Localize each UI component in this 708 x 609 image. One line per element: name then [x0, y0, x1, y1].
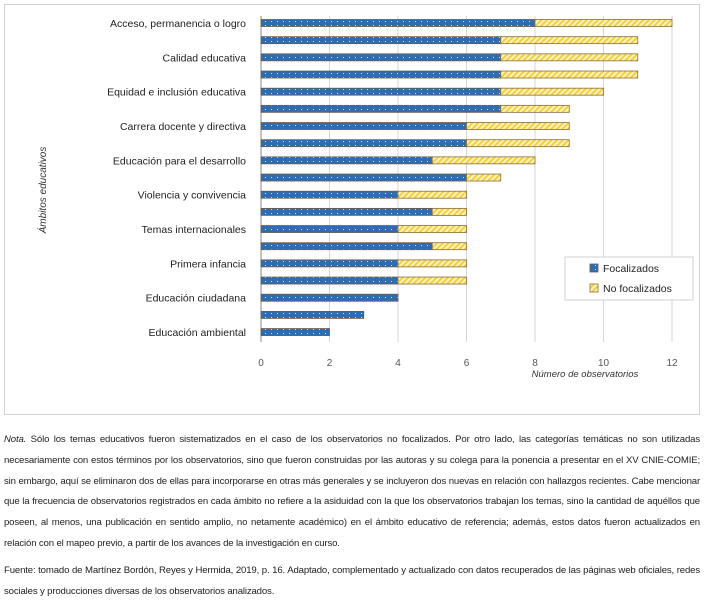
- bar-no-focalizados: [466, 122, 570, 130]
- y-tick-label: Violencia y convivencia: [138, 190, 247, 202]
- bar-chart: Acceso, permanencia o logro Calidad educa…: [36, 16, 694, 380]
- bar-no-focalizados: [500, 70, 639, 79]
- chart-frame: [4, 4, 700, 415]
- bar-no-focalizados: [397, 276, 467, 285]
- note-text: Sólo los temas educativos fueron sistema…: [4, 434, 701, 549]
- bar-focalizados: [260, 122, 467, 130]
- x-axis-label: Número de observatorios: [532, 369, 639, 380]
- bar-focalizados: [260, 310, 365, 319]
- bar-focalizados: [260, 87, 502, 96]
- bar-focalizados: [260, 53, 502, 62]
- bar-focalizados: [260, 328, 330, 336]
- legend-swatch-focalizados: [589, 263, 599, 273]
- bar-no-focalizados: [500, 53, 639, 62]
- chart-note: Nota. Sólo los temas educativos fueron s…: [4, 430, 700, 555]
- bar-no-focalizados: [500, 104, 570, 113]
- bar-no-focalizados: [431, 207, 467, 216]
- y-axis-label: Ámbitos educativos: [36, 147, 49, 235]
- chart-source: Fuente: tomado de Martínez Bordón, Reyes…: [4, 565, 700, 597]
- bar-no-focalizados: [466, 173, 502, 182]
- bar-focalizados: [260, 36, 502, 45]
- y-tick-label: Educación para el desarrollo: [113, 155, 246, 167]
- bar-focalizados: [260, 70, 502, 79]
- x-tick-label: 2: [327, 358, 333, 369]
- bar-focalizados: [260, 104, 502, 113]
- bar-no-focalizados: [431, 242, 467, 251]
- y-tick-label: Temas internacionales: [142, 224, 246, 236]
- x-tick-label: 8: [532, 358, 538, 369]
- bar-no-focalizados: [397, 190, 467, 199]
- y-tick-label: Primera infancia: [170, 258, 246, 270]
- x-tick-label: 6: [464, 358, 470, 369]
- legend: Focalizados No focalizados: [564, 256, 694, 301]
- bar-focalizados: [260, 242, 433, 251]
- bar-focalizados: [260, 19, 536, 27]
- bar-no-focalizados: [466, 139, 570, 148]
- bar-focalizados: [260, 207, 433, 216]
- bar-no-focalizados: [500, 36, 639, 45]
- x-tick-label: 10: [598, 358, 610, 369]
- bar-focalizados: [260, 173, 467, 182]
- legend-label-no-focalizados: No focalizados: [603, 283, 672, 295]
- bar-focalizados: [260, 293, 399, 302]
- y-tick-label: Educación ambiental: [149, 327, 246, 339]
- bar-focalizados: [260, 225, 399, 233]
- y-tick-label: Carrera docente y directiva: [120, 121, 246, 133]
- bar-focalizados: [260, 156, 433, 165]
- y-tick-label: Calidad educativa: [163, 52, 247, 64]
- bar-no-focalizados: [397, 225, 467, 233]
- x-tick-label: 0: [258, 358, 264, 369]
- bar-no-focalizados: [431, 156, 536, 165]
- y-tick-label: Acceso, permanencia o logro: [110, 18, 246, 30]
- y-tick-label: Equidad e inclusión educativa: [107, 87, 246, 99]
- bar-no-focalizados: [397, 259, 467, 268]
- x-tick-label: 4: [395, 358, 401, 369]
- bar-focalizados: [260, 139, 467, 148]
- x-tick-label: 12: [666, 358, 678, 369]
- bar-focalizados: [260, 190, 399, 199]
- legend-swatch-no-focalizados: [589, 283, 599, 293]
- bar-focalizados: [260, 259, 399, 268]
- bar-no-focalizados: [534, 19, 673, 27]
- note-label: Nota.: [4, 434, 27, 445]
- legend-label-focalizados: Focalizados: [603, 263, 659, 275]
- bar-no-focalizados: [500, 87, 604, 96]
- y-tick-label: Educación ciudadana: [146, 293, 247, 305]
- bar-focalizados: [260, 276, 399, 285]
